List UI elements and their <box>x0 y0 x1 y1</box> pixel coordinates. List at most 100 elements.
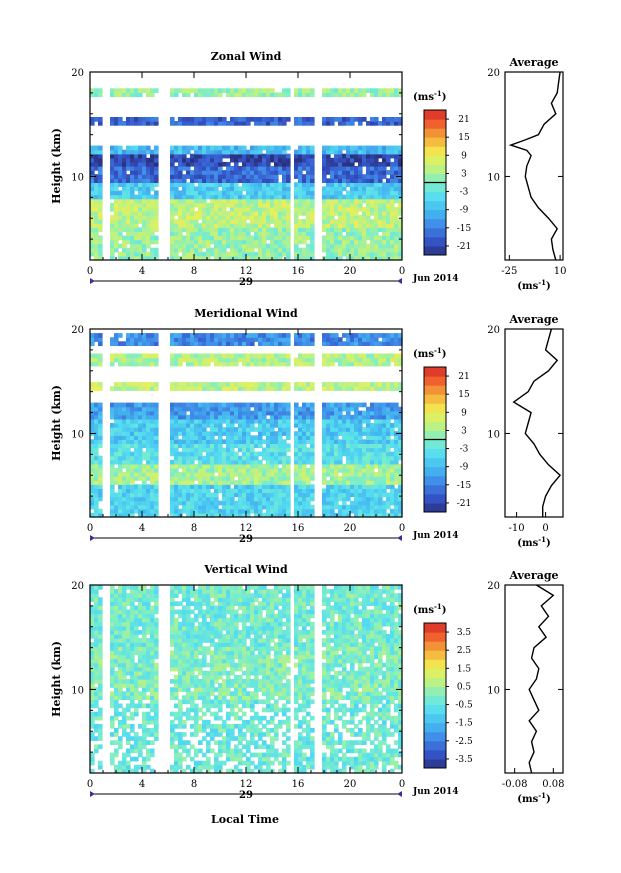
heatmap-cell <box>394 451 399 457</box>
heatmap-cell <box>242 223 247 228</box>
heatmap-cell <box>238 508 243 514</box>
heatmap-cell <box>178 406 183 412</box>
heatmap-cell <box>382 480 387 485</box>
heatmap-cell <box>110 431 115 436</box>
heatmap-cell <box>218 500 223 506</box>
heatmap-cell <box>354 492 359 498</box>
heatmap-cell <box>130 223 135 228</box>
heatmap-cell <box>358 341 363 346</box>
heatmap-cell <box>150 341 155 346</box>
heatmap-cell <box>306 117 311 122</box>
heatmap-cell <box>326 504 331 510</box>
heatmap-cell <box>346 92 351 98</box>
chart-title: Vertical Wind <box>203 563 288 576</box>
heatmap-cell <box>234 472 239 477</box>
heatmap-cell <box>394 247 399 253</box>
heatmap-cell <box>182 178 187 183</box>
heatmap-cell <box>254 211 259 216</box>
heatmap-cell <box>150 206 155 212</box>
heatmap-cell <box>182 149 187 155</box>
heatmap-cell <box>294 186 299 192</box>
heatmap-cell <box>238 174 243 179</box>
heatmap-cell <box>262 235 267 241</box>
heatmap-cell <box>90 202 95 208</box>
heatmap-cell <box>118 504 123 510</box>
heatmap-cell <box>230 480 235 485</box>
heatmap-cell <box>178 178 183 183</box>
heatmap-cell <box>322 447 327 453</box>
heatmap-cell <box>274 435 279 440</box>
heatmap-cell <box>346 206 351 212</box>
heatmap-cell <box>266 227 271 232</box>
heatmap-cell <box>258 439 263 444</box>
heatmap-cell <box>334 451 339 457</box>
heatmap-cell <box>130 247 135 253</box>
heatmap-cell <box>338 194 343 200</box>
heatmap-cell <box>378 202 383 208</box>
heatmap-cell <box>322 439 327 444</box>
heatmap-cell <box>266 149 271 155</box>
heatmap-cell <box>194 202 199 208</box>
heatmap-cell <box>246 439 251 444</box>
heatmap-cell <box>386 476 391 481</box>
heatmap-cell <box>302 178 307 183</box>
heatmap-cell <box>390 215 395 220</box>
heatmap-cell <box>118 455 123 461</box>
heatmap-cell <box>186 166 191 171</box>
heatmap-cell <box>98 382 103 387</box>
heatmap-cell <box>190 174 195 179</box>
heatmap-cell <box>126 468 131 473</box>
heatmap-cell <box>118 190 123 196</box>
heatmap-cell <box>258 223 263 228</box>
heatmap-cell <box>150 439 155 444</box>
heatmap-cell <box>326 512 331 518</box>
heatmap-cell <box>386 455 391 461</box>
heatmap-cell <box>182 88 187 93</box>
heatmap-cell <box>230 198 235 204</box>
heatmap-cell <box>202 92 207 98</box>
heatmap-cell <box>310 166 315 171</box>
heatmap-cell <box>334 186 339 192</box>
heatmap-cell <box>98 361 103 367</box>
heatmap-cell <box>282 480 287 485</box>
heatmap-cell <box>114 382 119 387</box>
heatmap-cell <box>330 121 335 126</box>
heatmap-cell <box>134 121 139 126</box>
colorbar-segment <box>424 128 446 138</box>
heatmap-cell <box>154 239 159 245</box>
heatmap-cell <box>170 459 175 465</box>
heatmap-cell <box>186 431 191 436</box>
heatmap-cell <box>90 182 95 187</box>
heatmap-cell <box>246 468 251 473</box>
heatmap-cell <box>310 211 315 216</box>
heatmap-cell <box>134 361 139 367</box>
heatmap-cell <box>154 488 159 494</box>
heatmap-cell <box>90 605 95 611</box>
heatmap-cell <box>146 341 151 346</box>
heatmap-cell <box>178 496 183 502</box>
heatmap-cell <box>138 492 143 498</box>
heatmap-cell <box>306 451 311 457</box>
heatmap-cell <box>194 239 199 245</box>
heatmap-cell <box>262 455 267 461</box>
heatmap-cell <box>210 386 215 391</box>
heatmap-cell <box>266 418 271 424</box>
heatmap-cell <box>386 414 391 420</box>
heatmap-cell <box>362 190 367 196</box>
heatmap-cell <box>186 414 191 420</box>
heatmap-cell <box>118 174 123 179</box>
heatmap-cell <box>194 423 199 428</box>
heatmap-cell <box>110 719 115 725</box>
heatmap-cell <box>190 480 195 485</box>
heatmap-cell <box>362 186 367 192</box>
heatmap-cell <box>350 178 355 183</box>
heatmap-cell <box>94 443 99 449</box>
heatmap-cell <box>370 427 375 432</box>
heatmap-cell <box>170 157 175 163</box>
heatmap-cell <box>262 251 267 257</box>
heatmap-cell <box>298 443 303 449</box>
heatmap-cell <box>154 480 159 485</box>
heatmap-cell <box>266 500 271 506</box>
heatmap-cell <box>386 215 391 220</box>
heatmap-cell <box>98 337 103 342</box>
